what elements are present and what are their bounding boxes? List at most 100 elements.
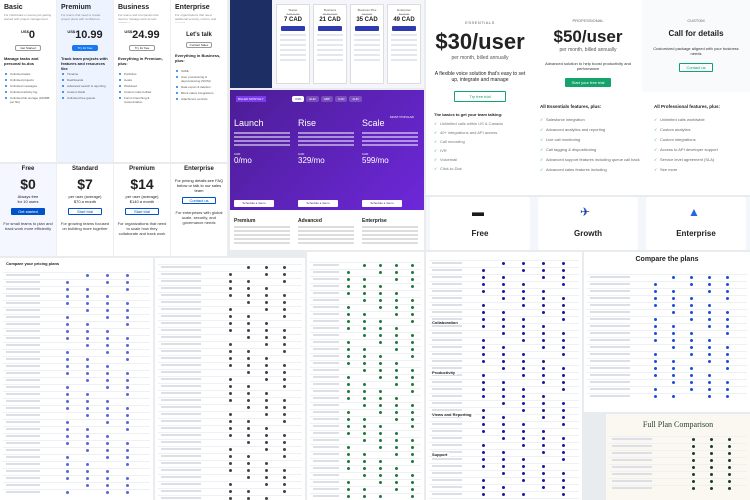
check-mark (710, 445, 713, 448)
check-mark (106, 330, 109, 333)
feature-item: Portfolios (118, 72, 166, 76)
panel-essentials: ESSENTIALS $30/user per month, billed an… (426, 0, 534, 195)
check-mark (126, 428, 129, 431)
check-mark (347, 355, 350, 358)
check-mark (106, 456, 109, 459)
currency-tab-gbp[interactable]: GBP (320, 96, 334, 102)
row-divider (429, 379, 579, 380)
desc-line (298, 238, 354, 240)
check-mark (379, 460, 382, 463)
essentials-trial-button[interactable]: Try free trial (454, 91, 506, 102)
check-mark (411, 453, 414, 456)
row-divider (429, 344, 579, 345)
plan-button[interactable]: Contact us (182, 197, 216, 204)
currency-tab-aud[interactable]: AUD (349, 96, 362, 102)
check-mark (672, 381, 675, 384)
check-mark (542, 311, 545, 314)
plane-icon: ✈ (580, 205, 591, 219)
row-label (313, 348, 339, 350)
plan-button[interactable]: Get Started (15, 45, 41, 51)
desc-line (298, 136, 354, 138)
row-divider (3, 391, 150, 392)
demo-button[interactable]: Schedule a demo (298, 200, 338, 207)
check-mark (265, 273, 268, 276)
check-mark (347, 488, 350, 491)
check-mark (395, 397, 398, 400)
row-label (161, 336, 201, 338)
currency-tab-cad[interactable]: CAD (335, 96, 348, 102)
row-label (313, 362, 339, 364)
check-mark (654, 297, 657, 300)
plan-card (646, 197, 746, 250)
row-label (590, 346, 630, 348)
check-mark (283, 294, 286, 297)
check-mark (411, 285, 414, 288)
plan-button[interactable]: Get started (11, 208, 45, 215)
check-mark (411, 439, 414, 442)
row-label (161, 483, 201, 485)
check-mark (482, 395, 485, 398)
row-divider (310, 353, 421, 354)
currency-tab-usd[interactable]: USD (292, 96, 305, 102)
currency-tab-eur[interactable]: EUR (306, 96, 319, 102)
demo-button[interactable]: Schedule a demo (362, 200, 402, 207)
row-label (313, 292, 339, 294)
check-mark (395, 376, 398, 379)
check-mark (66, 351, 69, 354)
row-label (161, 273, 201, 275)
row-divider (609, 485, 747, 486)
check-mark (347, 495, 350, 498)
check-mark (229, 364, 232, 367)
check-icon: ✓ (654, 167, 658, 172)
row-label (432, 395, 462, 397)
plan-button[interactable] (318, 26, 342, 31)
check-mark (502, 395, 505, 398)
check-mark (482, 444, 485, 447)
check-mark (283, 420, 286, 423)
plan-button[interactable] (392, 26, 416, 31)
row-divider (310, 430, 421, 431)
plan-name: Business (323, 8, 337, 12)
check-mark (86, 470, 89, 473)
plan-button[interactable]: Try for free (129, 45, 155, 51)
plan-sub2: $140 a month (129, 199, 155, 204)
currency-label: CAD (362, 152, 369, 156)
check-mark (411, 341, 414, 344)
desc-line (298, 132, 354, 134)
check-mark (692, 487, 695, 490)
plan-button[interactable]: Try for free (72, 45, 98, 51)
section-heading: Support (432, 452, 450, 457)
check-mark (229, 483, 232, 486)
check-mark (283, 455, 286, 458)
check-mark (126, 449, 129, 452)
plan-button[interactable]: Contact Sales (186, 42, 212, 48)
row-divider (429, 435, 579, 436)
check-mark (726, 332, 729, 335)
row-divider (587, 281, 747, 282)
plan-button[interactable]: Contact us (679, 63, 713, 72)
check-mark (363, 264, 366, 267)
check-mark (395, 369, 398, 372)
check-mark (710, 487, 713, 490)
plan-button[interactable]: Start trial (68, 208, 102, 215)
demo-button[interactable]: Schedule a demo (234, 200, 274, 207)
row-divider (587, 316, 747, 317)
check-mark (126, 302, 129, 305)
row-divider (429, 400, 579, 401)
row-label (590, 276, 630, 278)
check-mark (66, 295, 69, 298)
check-mark (502, 311, 505, 314)
feature-item: ✓ Custom analytics (654, 127, 750, 132)
plan-button[interactable] (355, 26, 379, 31)
check-mark (86, 414, 89, 417)
plan-desc: For teams and companies that need to man… (118, 13, 159, 23)
check-mark (126, 414, 129, 417)
check-mark (363, 299, 366, 302)
row-label (432, 458, 462, 460)
check-mark (247, 301, 250, 304)
plan-button[interactable] (281, 26, 305, 31)
plan-button[interactable]: Start your free trial (564, 78, 612, 87)
check-mark (247, 364, 250, 367)
row-divider (429, 288, 579, 289)
plan-button[interactable]: Start trial (125, 208, 159, 215)
